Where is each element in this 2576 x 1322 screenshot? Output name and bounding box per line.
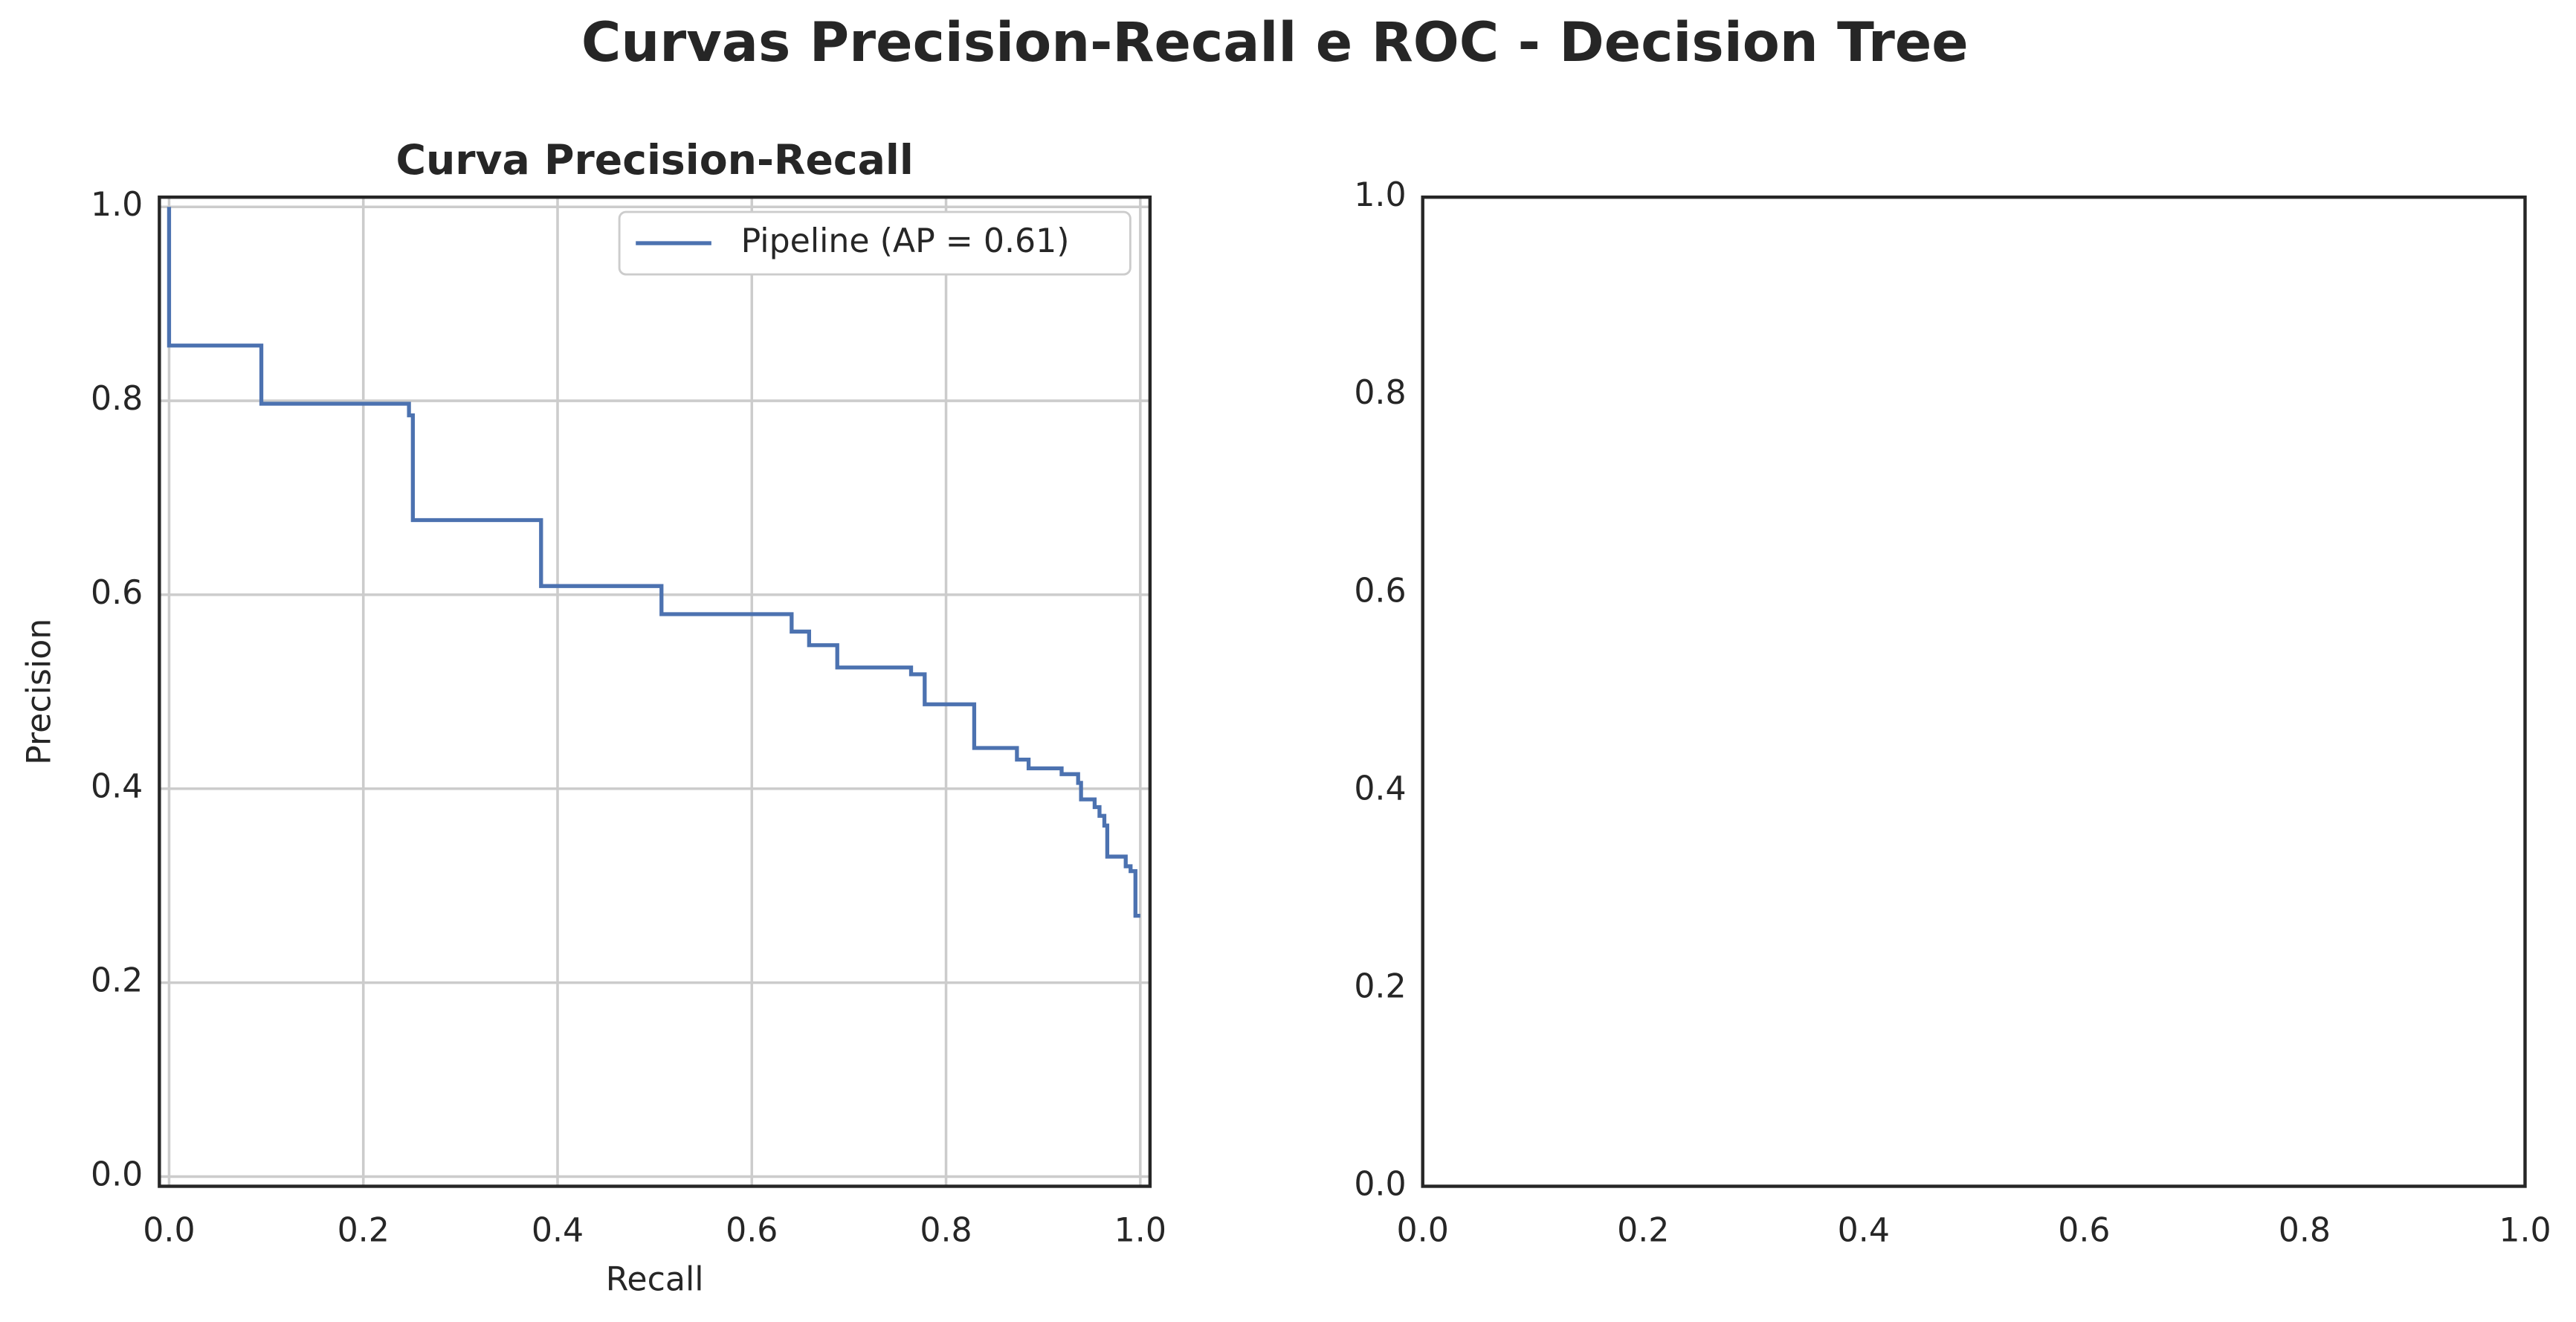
x-tick-label: 1.0: [1114, 1211, 1166, 1249]
x-tick-label: 0.2: [338, 1211, 390, 1249]
y-tick-label: 0.8: [1354, 374, 1406, 412]
x-tick-label: 0.8: [920, 1211, 972, 1249]
y-tick-label: 0.0: [91, 1155, 143, 1193]
y-axis-label: Precision: [20, 619, 58, 765]
figure-title: Curvas Precision-Recall e ROC - Decision…: [581, 11, 1969, 74]
x-tick-label: 0.0: [1397, 1211, 1449, 1249]
subplot-title: Curva Precision-Recall: [396, 137, 913, 184]
x-tick-label: 0.6: [2058, 1211, 2110, 1249]
x-tick-label: 0.0: [143, 1211, 195, 1249]
x-tick-label: 1.0: [2499, 1211, 2551, 1249]
x-tick-label: 0.4: [1838, 1211, 1890, 1249]
y-tick-label: 0.0: [1354, 1165, 1406, 1203]
y-tick-label: 0.2: [1354, 967, 1406, 1005]
legend-box: [618, 210, 1132, 276]
y-tick-label: 1.0: [91, 186, 143, 224]
y-tick-label: 0.4: [91, 768, 143, 806]
x-axis-label: Recall: [606, 1261, 704, 1299]
axes-frame: [1421, 195, 2527, 1188]
x-tick-label: 0.4: [532, 1211, 584, 1249]
axes-frame: [158, 195, 1152, 1188]
y-tick-label: 0.8: [91, 380, 143, 418]
y-tick-label: 0.2: [91, 962, 143, 1000]
x-tick-label: 0.8: [2279, 1211, 2331, 1249]
legend-label: Pipeline (AP = 0.61): [741, 222, 1070, 260]
x-tick-label: 0.6: [726, 1211, 778, 1249]
y-tick-label: 0.6: [1354, 572, 1406, 610]
x-tick-label: 0.2: [1617, 1211, 1669, 1249]
y-tick-label: 1.0: [1354, 176, 1406, 214]
pr-curve: [167, 207, 1140, 918]
y-tick-label: 0.6: [91, 574, 143, 612]
y-tick-label: 0.4: [1354, 770, 1406, 807]
